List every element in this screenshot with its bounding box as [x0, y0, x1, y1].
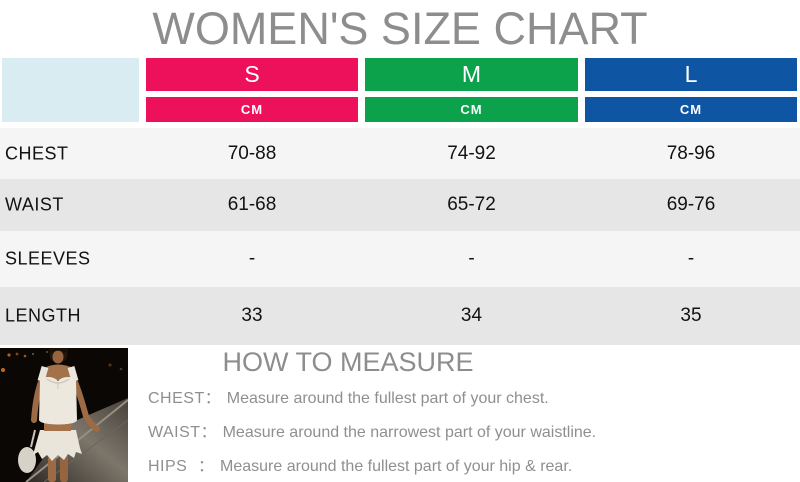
- row-label-waist: WAIST: [5, 194, 64, 215]
- measure-label-chest: CHEST: [148, 390, 205, 407]
- page-title: WOMEN'S SIZE CHART: [152, 3, 648, 54]
- measure-line-chest: CHEST： Measure around the fullest part of…: [148, 384, 549, 408]
- measure-label-waist: WAIST: [148, 424, 201, 441]
- measure-text-hips: Measure around the fullest part of your …: [220, 458, 573, 475]
- unit-cell-s: CM: [146, 97, 358, 122]
- cell-sleeves-s: -: [248, 248, 256, 269]
- row-label-sleeves: SLEEVES: [5, 248, 91, 269]
- unit-cell-l: CM: [585, 97, 797, 122]
- how-to-measure-title: HOW TO MEASURE: [222, 347, 474, 377]
- size-header-l: L: [585, 58, 797, 91]
- measure-line-waist: WAIST： Measure around the narrowest part …: [148, 418, 596, 442]
- measure-text-chest: Measure around the fullest part of your …: [226, 390, 549, 407]
- row-label-length: LENGTH: [5, 305, 82, 326]
- measure-colon: ：: [198, 458, 215, 475]
- cell-waist-m: 65-72: [447, 194, 496, 215]
- cell-length-s: 33: [241, 305, 263, 326]
- measure-label-hips: HIPS: [148, 458, 188, 475]
- cell-length-m: 34: [460, 305, 483, 326]
- table-row-waist: WAIST 61-68 65-72 69-76: [0, 179, 800, 231]
- cell-length-l: 35: [680, 305, 702, 326]
- model-photo: [0, 348, 128, 482]
- unit-cell-m: CM: [365, 97, 578, 122]
- cell-chest-m: 74-92: [447, 142, 496, 164]
- cell-waist-s: 61-68: [227, 194, 277, 215]
- measure-colon: ：: [204, 390, 221, 407]
- table-corner-cell: [2, 58, 139, 122]
- cell-chest-l: 78-96: [666, 142, 716, 164]
- measure-text-waist: Measure around the narrowest part of you…: [222, 424, 597, 441]
- size-header-m: M: [365, 58, 578, 91]
- cell-waist-l: 69-76: [666, 194, 716, 215]
- measure-line-hips: HIPS ： Measure around the fullest part of …: [148, 452, 572, 476]
- table-row-sleeves: SLEEVES - - -: [0, 231, 800, 287]
- cell-chest-s: 70-88: [227, 142, 277, 164]
- size-header-s: S: [146, 58, 358, 91]
- measure-colon: ：: [200, 424, 217, 441]
- row-label-chest: CHEST: [5, 143, 69, 163]
- cell-sleeves-m: -: [468, 248, 475, 269]
- table-row-length: LENGTH 33 34 35: [0, 287, 800, 345]
- table-row-chest: CHEST 70-88 74-92 78-96: [0, 128, 800, 179]
- cell-sleeves-l: -: [687, 248, 695, 269]
